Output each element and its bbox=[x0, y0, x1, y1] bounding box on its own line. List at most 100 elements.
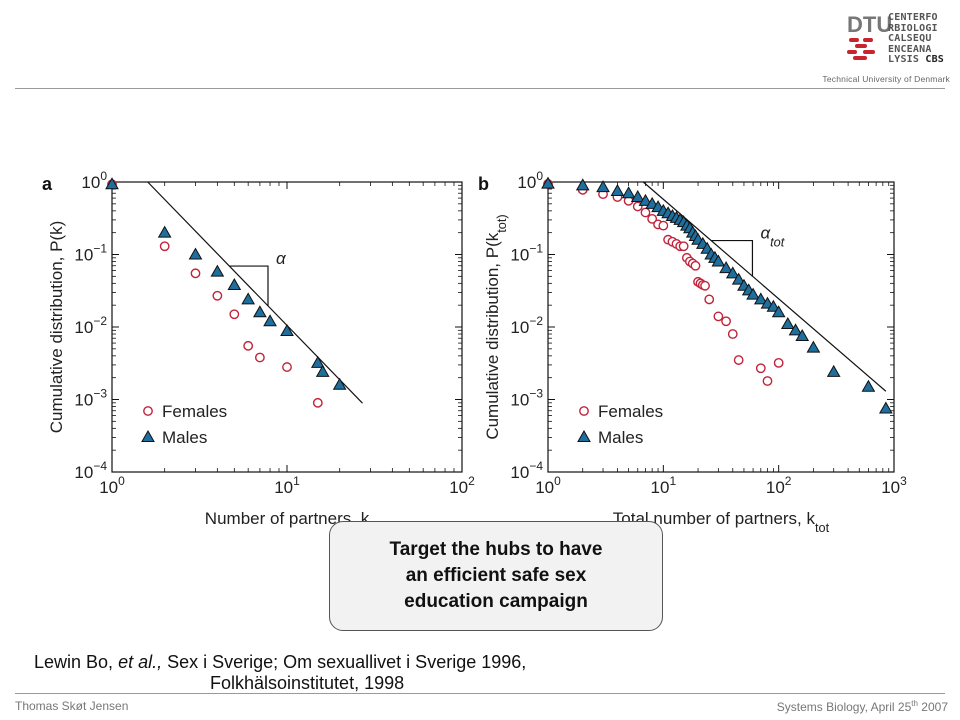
data-point-males bbox=[241, 292, 256, 305]
footer-author: Thomas Skøt Jensen bbox=[15, 699, 129, 713]
y-axis-title: Cumulative distribution, P(ktot) bbox=[483, 214, 509, 439]
callout-line: Target the hubs to have bbox=[389, 539, 603, 560]
citation-author: Lewin Bo, bbox=[34, 652, 119, 672]
data-point-females bbox=[678, 241, 689, 252]
panel-label: a bbox=[42, 174, 53, 194]
legend-marker-females bbox=[143, 406, 153, 416]
y-tick-label: 10−2 bbox=[74, 314, 107, 337]
panel-label: b bbox=[478, 174, 489, 194]
data-point-males bbox=[795, 329, 810, 342]
data-point-females bbox=[159, 241, 170, 252]
callout-line: education campaign bbox=[404, 591, 588, 612]
data-point-females bbox=[212, 290, 223, 301]
logo-line: LYSIS bbox=[888, 54, 920, 66]
footer-event: Systems Biology, April 25th 2007 bbox=[777, 699, 948, 714]
legend-marker-males bbox=[141, 429, 155, 442]
citation-etal: et al., bbox=[118, 652, 163, 672]
data-point-males bbox=[253, 305, 267, 318]
data-point-males bbox=[596, 180, 610, 193]
legend-marker-males bbox=[577, 429, 591, 442]
x-tick-label: 100 bbox=[99, 474, 125, 497]
logo-line: CALSEQU bbox=[888, 33, 932, 45]
x-tick-label: 102 bbox=[449, 474, 475, 497]
data-point-males bbox=[711, 254, 726, 267]
data-point-females bbox=[690, 260, 701, 271]
y-tick-label: 10−3 bbox=[74, 387, 107, 410]
dtu-logo: DTU bbox=[847, 12, 892, 60]
data-point-males bbox=[332, 377, 347, 390]
data-point-males bbox=[610, 184, 625, 197]
y-axis-title: Cumulative distribution, P(k) bbox=[47, 221, 66, 434]
legend-marker-females bbox=[579, 406, 589, 416]
data-point-males bbox=[315, 364, 330, 377]
y-tick-label: 10−4 bbox=[74, 459, 107, 482]
data-point-males bbox=[621, 186, 636, 199]
footer-event-text: Systems Biology, April 25 bbox=[776, 700, 912, 714]
legend-label: Males bbox=[162, 428, 207, 447]
data-point-females bbox=[721, 316, 731, 327]
data-point-males bbox=[725, 266, 740, 279]
data-point-males bbox=[861, 379, 876, 392]
data-point-males bbox=[638, 193, 653, 206]
data-point-males bbox=[826, 364, 841, 377]
data-point-females bbox=[713, 311, 724, 322]
legend-label: Females bbox=[162, 402, 227, 421]
x-tick-label: 102 bbox=[766, 474, 792, 497]
data-point-females bbox=[773, 357, 784, 368]
citation-title: Sex i Sverige; Om sexuallivet i Sverige … bbox=[162, 652, 527, 672]
y-tick-label: 10−4 bbox=[510, 459, 543, 482]
y-tick-label: 10−3 bbox=[510, 387, 543, 410]
data-point-males bbox=[630, 190, 645, 203]
svg-text:DTU: DTU bbox=[847, 12, 892, 37]
data-point-males bbox=[878, 401, 893, 414]
data-point-males bbox=[105, 177, 119, 190]
fit-line bbox=[642, 181, 887, 392]
x-axis-title: Number of partners, k bbox=[205, 509, 370, 528]
y-tick-label: 100 bbox=[517, 169, 543, 192]
slope-annotation: αtot bbox=[760, 224, 784, 250]
data-point-males bbox=[280, 324, 294, 337]
data-point-females bbox=[282, 362, 292, 372]
university-name: Technical University of Denmark bbox=[822, 74, 950, 84]
citation-publisher: Folkhälsoinstitutet, 1998 bbox=[210, 673, 405, 693]
y-tick-label: 10−2 bbox=[510, 314, 543, 337]
slope-annotation: α bbox=[276, 249, 287, 268]
x-axis-title: Total number of partners, ktot bbox=[613, 509, 830, 532]
data-point-males bbox=[788, 323, 803, 336]
legend-label: Males bbox=[598, 428, 643, 447]
data-point-females bbox=[733, 355, 744, 365]
data-point-males bbox=[771, 305, 786, 318]
chart-panel-b: 100 101 102 103 100 10−1 10−2 10−3 10−4 Total num… bbox=[478, 169, 907, 532]
logo-line-cbs: CBS bbox=[925, 54, 945, 66]
chart-panel-a: 100 101 102 100 10−1 10−2 10−3 10−4 Number of pa… bbox=[42, 169, 475, 528]
data-point-males bbox=[731, 272, 746, 285]
data-point-males bbox=[541, 176, 555, 189]
fit-line bbox=[147, 181, 363, 404]
data-point-females bbox=[755, 363, 766, 374]
footer-event-sup: th bbox=[911, 699, 918, 708]
data-point-females bbox=[647, 213, 658, 224]
logo-wordmark: CENTERFO RBIOLOGI CALSEQU ENCEANA LYSIS … bbox=[888, 12, 945, 66]
x-tick-label: 101 bbox=[651, 474, 677, 497]
data-point-females bbox=[640, 207, 651, 218]
data-point-males bbox=[806, 340, 821, 353]
data-point-females bbox=[312, 397, 323, 408]
y-tick-label: 10−1 bbox=[510, 242, 543, 265]
data-point-males bbox=[780, 316, 795, 329]
data-point-females bbox=[658, 220, 669, 231]
data-point-males bbox=[157, 225, 172, 238]
x-tick-label: 103 bbox=[881, 474, 907, 497]
logo-line: ENCEANA bbox=[888, 43, 932, 55]
callout-line: an efficient safe sex bbox=[405, 565, 587, 586]
data-point-females bbox=[762, 376, 773, 386]
data-point-females bbox=[254, 352, 265, 363]
data-point-males bbox=[746, 287, 760, 300]
data-point-males bbox=[263, 314, 277, 327]
x-tick-label: 100 bbox=[535, 474, 561, 497]
y-tick-label: 10−1 bbox=[74, 242, 107, 265]
slope-bracket bbox=[229, 265, 269, 306]
data-point-males bbox=[227, 277, 242, 290]
logo-line: RBIOLOGI bbox=[888, 22, 938, 34]
data-point-males bbox=[766, 299, 781, 312]
